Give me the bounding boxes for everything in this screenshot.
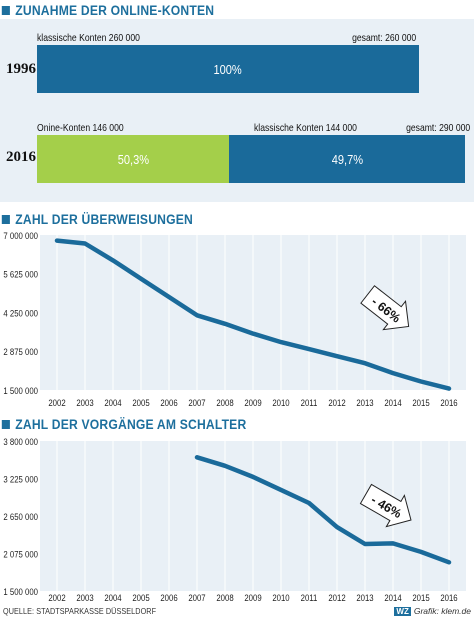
label-total-2016: gesamt: 290 000 [405,122,470,134]
x-tick-label: 2008 [216,397,233,408]
x-tick-label: 2015 [412,397,429,408]
online-konten-panel: klassische Konten 260 000 gesamt: 260 00… [0,19,474,202]
year-2016: 2016 [6,149,36,165]
x-tick-label: 2013 [356,592,373,603]
x-tick-label: 2002 [48,397,65,408]
x-tick-label: 2004 [104,397,121,408]
x-tick-label: 2003 [76,397,93,408]
x-tick-label: 2011 [301,592,318,603]
chart-schalter: 3 800 000 3 225 000 2 650 000 2 075 000 1 50… [3,436,466,603]
wz-logo: WZ [394,607,411,616]
x-tick-label: 2007 [188,397,205,408]
series-line [194,455,452,565]
bar-label: 50,3% [117,151,149,167]
bar-label: 49,7% [331,151,363,167]
y-tick-label: 2 875 000 [3,347,38,358]
year-1996: 1996 [6,61,36,77]
x-tick-label: 2010 [272,397,289,408]
label-klassische-konten-2016: klassische Konten 144 000 [254,122,357,134]
arrow-shape [360,285,410,331]
section-title-ueberweisungen: ZAHL DER ÜBERWEISUNGEN [0,209,427,229]
section-title-schalter: ZAHL DER VORGÄNGE AM SCHALTER [0,414,427,434]
label-online-konten-2016: Onine-Konten 146 000 [37,122,124,134]
x-tick-label: 2003 [76,592,93,603]
credit-text: WZ Grafik: klem.de [394,606,471,616]
x-tick-label: 2016 [440,592,457,603]
chart-ueberweisungen: 7 000 000 5 625 000 4 250 000 2 875 000 1 50… [3,230,466,408]
title-square-icon [1,419,10,429]
x-tick-label: 2007 [188,592,205,603]
x-tick-label: 2006 [160,397,177,408]
source-text: QUELLE: STADTSPARKASSE DÜSSELDORF [3,606,157,616]
x-tick-label: 2015 [412,592,429,603]
y-tick-label: 4 250 000 [3,308,38,319]
footer: QUELLE: STADTSPARKASSE DÜSSELDORF WZ Graf… [0,604,474,621]
label-total-1996: gesamt: 260 000 [351,32,416,44]
bar-klassische-konten-2016: 49,7% [229,135,465,183]
bar-online-konten-2016: 50,3% [37,135,229,183]
x-tick-label: 2011 [301,397,318,408]
y-tick-label: 2 650 000 [3,511,38,522]
y-tick-label: 2 075 000 [3,549,38,560]
x-tick-label: 2005 [132,592,149,603]
x-tick-label: 2014 [384,592,401,603]
y-tick-label: 7 000 000 [3,230,38,241]
x-tick-label: 2008 [216,592,233,603]
arrow-shape [359,483,412,528]
x-tick-label: 2012 [328,397,345,408]
y-tick-label: 1 500 000 [3,586,38,597]
bar-klassische-konten-1996: 100% [37,45,419,93]
x-tick-label: 2014 [384,397,401,408]
credit-label: Grafik: klem.de [413,606,471,616]
y-tick-label: 3 225 000 [3,474,38,485]
x-tick-label: 2012 [328,592,345,603]
y-tick-label: 1 500 000 [3,385,38,396]
x-tick-label: 2009 [244,592,261,603]
x-tick-label: 2010 [272,592,289,603]
section-title-online-konten: ZUNAHME DER ONLINE-KONTEN [0,0,427,20]
label-klassische-konten-1996: klassische Konten 260 000 [37,32,140,44]
y-tick-label: 3 800 000 [3,436,38,447]
title-square-icon [1,5,10,15]
x-tick-label: 2009 [244,397,261,408]
bar-label: 100% [213,61,243,77]
title-square-icon [1,214,10,224]
x-tick-label: 2004 [104,592,121,603]
x-tick-label: 2013 [356,397,373,408]
x-tick-label: 2016 [440,397,457,408]
x-tick-label: 2006 [160,592,177,603]
x-tick-label: 2005 [132,397,149,408]
x-tick-label: 2002 [48,592,65,603]
y-tick-label: 5 625 000 [3,269,38,280]
